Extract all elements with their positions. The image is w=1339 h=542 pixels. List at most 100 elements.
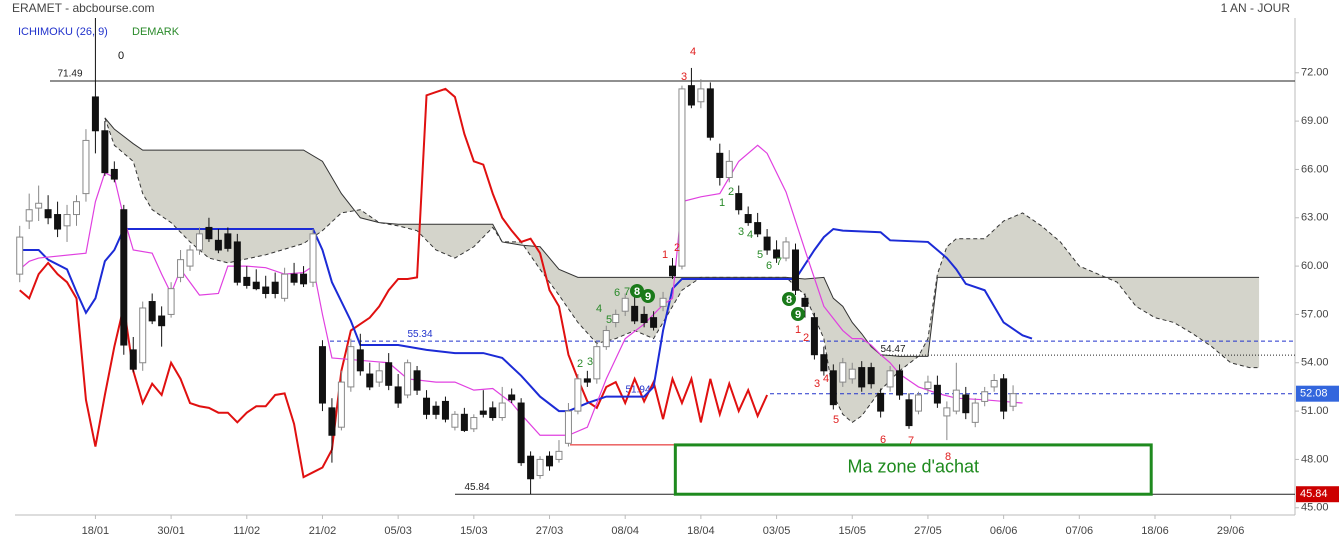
x-tick-label: 30/01 xyxy=(157,525,185,537)
candle-body xyxy=(214,239,222,251)
candle-body xyxy=(905,399,913,427)
candle-body xyxy=(498,402,506,419)
x-tick-label: 06/06 xyxy=(990,525,1018,537)
candle-body xyxy=(612,313,620,323)
candle-body xyxy=(252,281,260,290)
x-tick-label: 18/06 xyxy=(1141,525,1169,537)
candle-body xyxy=(725,160,733,178)
candle-body xyxy=(848,368,856,380)
count-label: 3 xyxy=(681,71,687,83)
count-label: 7 xyxy=(908,435,914,447)
candle-body xyxy=(470,417,478,430)
candle-body xyxy=(593,346,601,380)
candle-body xyxy=(952,389,960,412)
candle-body xyxy=(120,209,128,346)
candle-body xyxy=(328,407,336,436)
candle-body xyxy=(356,349,364,372)
indicator-label: DEMARK xyxy=(132,26,180,38)
candle-body xyxy=(195,233,203,251)
candle-body xyxy=(546,455,554,467)
count-label: 5 xyxy=(606,314,612,326)
count-label: 3 xyxy=(814,378,820,390)
price-level-label: 54.47 xyxy=(880,344,905,355)
candle-body xyxy=(924,381,932,390)
candle-body xyxy=(290,273,298,283)
candle-body xyxy=(990,379,998,388)
candle-body xyxy=(773,249,781,259)
price-level-label: 71.49 xyxy=(57,69,82,80)
candle-body xyxy=(962,394,970,414)
candle-body xyxy=(706,88,714,138)
candle-body xyxy=(886,370,894,388)
buy-zone-label: Ma zone d'achat xyxy=(848,456,980,476)
y-tick-label: 57.00 xyxy=(1301,308,1329,320)
candle-body xyxy=(678,88,686,267)
x-tick-label: 05/03 xyxy=(384,525,412,537)
candle-body xyxy=(555,450,563,460)
count-label: 4 xyxy=(690,46,696,58)
candle-body xyxy=(1000,378,1008,412)
candle-body xyxy=(564,410,572,444)
candle-body xyxy=(281,273,289,299)
candle-body xyxy=(801,297,809,307)
count-label: 0 xyxy=(118,50,124,62)
count-badge xyxy=(630,284,644,298)
x-tick-label: 15/05 xyxy=(838,525,866,537)
chart-title: ERAMET - abcbourse.com xyxy=(12,1,155,15)
candle-body xyxy=(139,307,147,364)
count-label: 8 xyxy=(786,294,792,306)
x-tick-label: 18/04 xyxy=(687,525,715,537)
candle-body xyxy=(669,265,677,277)
plot-area: 71.49 55.34 54.47 51.94 45.84 Ma zone d'achat xyxy=(16,18,1295,496)
candle-body xyxy=(640,313,648,323)
x-tick-label: 27/03 xyxy=(536,525,564,537)
y-tick-label: 63.00 xyxy=(1301,212,1329,224)
price-level-label: 55.34 xyxy=(407,329,432,340)
candle-body xyxy=(896,370,904,396)
count-label: 6 xyxy=(614,287,620,299)
candle-body xyxy=(460,413,468,431)
candle-body xyxy=(318,346,326,404)
candle-body xyxy=(224,233,232,249)
count-label: 6 xyxy=(880,434,886,446)
cloud-edge xyxy=(104,117,1260,357)
candle-body xyxy=(621,297,629,312)
candle-body xyxy=(44,209,52,219)
candle-body xyxy=(148,301,156,322)
count-label: 7 xyxy=(776,256,782,268)
candle-body xyxy=(91,96,99,132)
candle-body xyxy=(243,276,251,286)
candle-body xyxy=(943,407,951,417)
count-label: 2 xyxy=(674,242,680,254)
candle-body xyxy=(16,236,24,275)
candle-body xyxy=(63,214,71,227)
candle-body xyxy=(1009,393,1017,407)
candle-body xyxy=(933,384,941,404)
candle-body xyxy=(158,315,166,327)
candle-body xyxy=(754,222,762,235)
candle-body xyxy=(631,305,639,322)
candle-body xyxy=(820,354,828,372)
count-label: 9 xyxy=(645,291,651,303)
candle-body xyxy=(602,330,610,348)
last-price-badge xyxy=(1296,385,1339,402)
y-tick-label: 72.00 xyxy=(1301,67,1329,79)
candle-body xyxy=(763,236,771,251)
candle-body xyxy=(35,202,43,209)
count-label: 1 xyxy=(719,197,725,209)
x-tick-label: 08/04 xyxy=(611,525,639,537)
count-label: 8 xyxy=(945,451,951,463)
x-tick-label: 18/01 xyxy=(82,525,110,537)
candle-body xyxy=(527,455,535,480)
candle-body xyxy=(981,391,989,402)
candle-body xyxy=(659,297,667,307)
candle-body xyxy=(517,402,525,464)
candle-body xyxy=(432,405,440,415)
count-label: 4 xyxy=(747,229,753,241)
y-tick-label: 54.00 xyxy=(1301,357,1329,369)
x-tick-label: 03/05 xyxy=(763,525,791,537)
candle-body xyxy=(867,367,875,385)
